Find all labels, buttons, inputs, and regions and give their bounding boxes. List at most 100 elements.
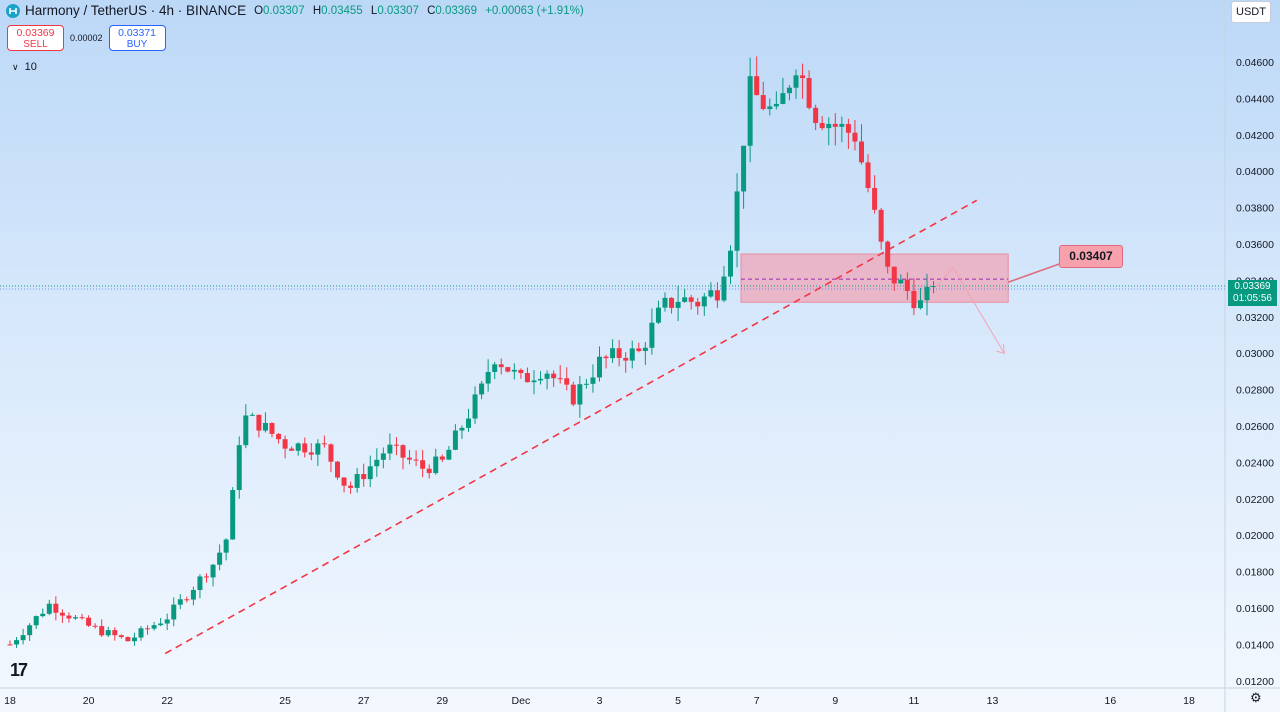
candle-body [538,378,544,381]
candle-body [190,589,196,600]
candle-body [754,76,760,96]
trendline[interactable] [164,199,978,655]
candle-body [839,123,845,127]
candle-body [236,445,242,491]
candle-body [361,474,367,480]
candle-body [125,637,131,642]
candle-body [197,576,203,590]
candle-body [583,383,589,385]
candle-body [348,485,354,488]
zone-price-label[interactable]: 0.03407 [1059,245,1123,268]
resistance-zone[interactable] [740,253,1009,303]
time-axis-tick: 25 [279,695,291,707]
candle-body [328,444,334,462]
candle-body [682,297,688,302]
bar-countdown: 01:05:56 [1233,293,1272,304]
zone-label-connector [1007,262,1063,283]
candle-body [518,369,524,374]
price-axis-tick: 0.02800 [1236,385,1274,397]
candle-body [813,107,819,124]
ohlc-change: +0.00063 (+1.91%) [485,4,584,17]
candle-body [872,187,878,210]
candle-body [708,290,714,297]
candle-body [597,356,602,378]
price-axis-tick: 0.01800 [1236,567,1274,579]
candle-body [826,123,832,129]
ohlc-high-value: 0.03455 [321,4,363,17]
candle-body [878,209,884,242]
candle-body [387,444,393,454]
candle-body [413,459,419,461]
candle-body [79,617,85,619]
price-axis-tick: 0.04200 [1236,130,1274,142]
candle-body [852,132,858,142]
gear-icon[interactable]: ⚙ [1250,690,1262,705]
candle-body [714,290,720,301]
candle-body [400,445,406,458]
candle-body [551,373,557,379]
candle-body [341,477,347,486]
candle-body [59,612,65,616]
candle-body [741,145,747,192]
candle-body [27,625,33,636]
price-axis-tick: 0.02200 [1236,494,1274,506]
candle-body [800,75,806,79]
price-axis-tick: 0.04000 [1236,166,1274,178]
tradingview-logo-icon[interactable]: 17 [10,660,28,680]
projection-arrow[interactable] [934,266,1005,354]
price-axis-tick: 0.03600 [1236,239,1274,251]
candle-body [184,599,190,601]
time-axis-tick: 29 [436,695,448,707]
price-axis-tick: 0.04600 [1236,57,1274,69]
candle-body [433,456,439,474]
price-axis-tick: 0.02400 [1236,457,1274,469]
spread-value: 0.00002 [70,33,103,43]
candle-body [177,599,183,605]
candle-body [747,76,753,146]
candle-body [669,297,675,308]
candle-body [642,347,648,352]
price-axis-tick: 0.01400 [1236,639,1274,651]
candle-body [262,422,268,431]
candle-body [321,443,327,445]
candle-body [734,191,740,251]
candle-body [210,564,216,578]
price-axis-tick: 0.03200 [1236,312,1274,324]
candle-body [204,576,209,578]
candle-body [610,348,616,359]
price-axis-tick: 0.01200 [1236,676,1274,688]
candle-body [367,466,373,480]
candle-body [793,75,799,88]
symbol-title[interactable]: Harmony / TetherUS · 4h · BINANCE [25,3,247,18]
price-axis-tick: 0.02000 [1236,530,1274,542]
indicator-toggle[interactable]: ∨ 10 [12,61,37,73]
candle-body [33,616,39,626]
candle-body [138,628,144,638]
candle-body [695,301,701,307]
candle-body [223,539,229,553]
candle-body [420,460,426,469]
candle-body [649,322,655,348]
candle-body [557,378,563,380]
currency-button[interactable]: USDT [1231,1,1271,23]
candle-body [479,383,485,395]
candle-body [249,414,255,416]
candle-body [452,430,458,450]
candle-body [701,296,707,307]
ohlc-low-key: L [370,4,378,17]
candle-body [531,380,537,383]
sell-button[interactable]: 0.03369 SELL [7,25,64,51]
candle-body [590,377,596,384]
candle-body [655,307,661,323]
time-axis-tick: Dec [512,695,531,707]
time-axis-tick: 11 [908,695,919,707]
candle-body [308,452,314,455]
candle-body [688,297,694,302]
candle-body [158,623,164,626]
buy-button[interactable]: 0.03371 BUY [108,25,166,51]
candle-body [20,635,26,641]
time-axis-tick: 5 [675,695,681,707]
candle-body [603,356,609,359]
candle-body [66,615,72,619]
